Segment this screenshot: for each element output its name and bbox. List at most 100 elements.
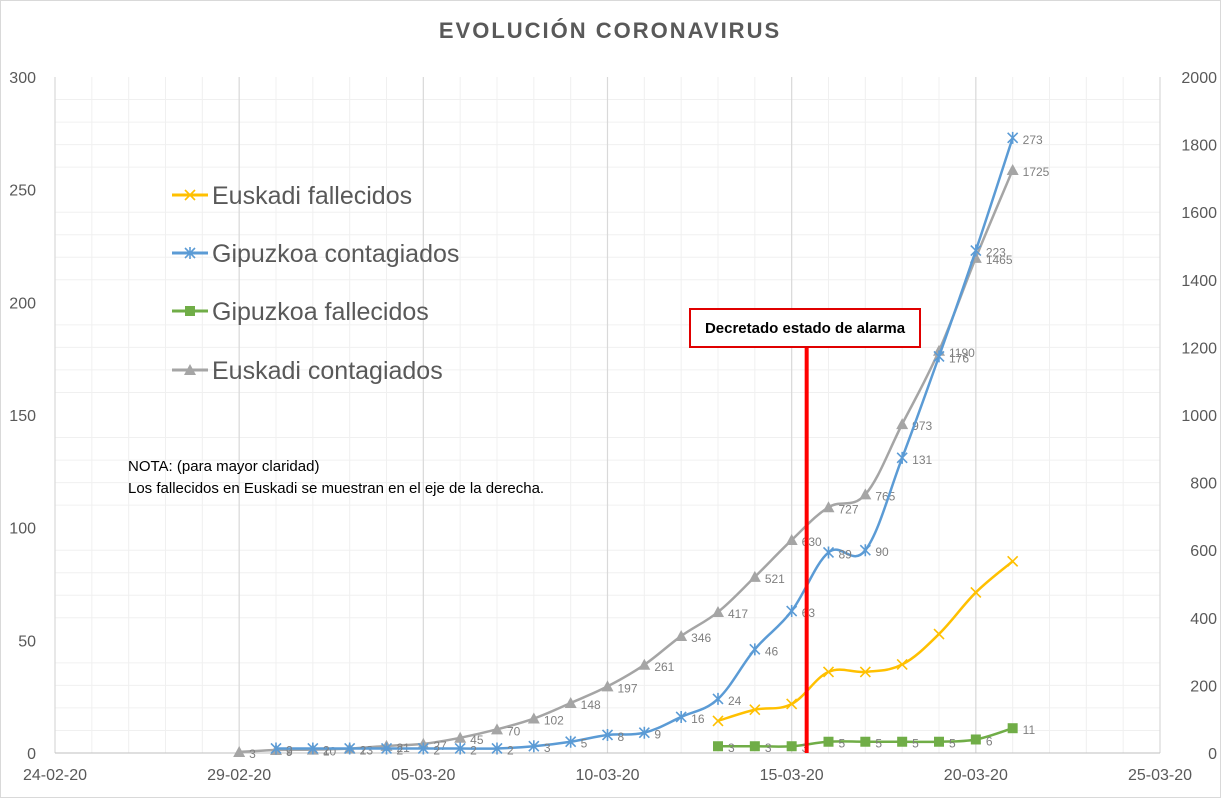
y-right-tick-label: 1200 — [1181, 340, 1217, 357]
data-label-gipuzkoa-contagiados: 46 — [765, 644, 779, 658]
data-point-euskadi-fallecidos — [970, 586, 982, 599]
data-point-gipuzkoa-contagiados — [380, 742, 393, 755]
data-label-gipuzkoa-contagiados: 2 — [433, 743, 440, 757]
x-tick-label: 15-03-20 — [760, 767, 824, 784]
data-label-gipuzkoa-contagiados: 24 — [728, 694, 742, 708]
data-label-gipuzkoa-fallecidos: 11 — [1023, 723, 1036, 737]
data-point-euskadi-contagiados — [527, 712, 540, 724]
data-point-gipuzkoa-fallecidos — [860, 736, 871, 747]
data-label-gipuzkoa-fallecidos: 5 — [949, 737, 956, 751]
legend-marker-gipuzkoa-contagiados — [184, 247, 196, 259]
data-point-euskadi-contagiados — [1006, 163, 1019, 175]
data-point-gipuzkoa-fallecidos — [749, 741, 760, 752]
data-label-gipuzkoa-fallecidos: 5 — [839, 737, 846, 751]
data-point-gipuzkoa-contagiados — [307, 742, 319, 755]
data-label-euskadi-contagiados: 765 — [875, 489, 895, 503]
data-point-euskadi-contagiados — [896, 418, 909, 430]
data-point-gipuzkoa-contagiados — [1007, 131, 1019, 144]
data-point-euskadi-fallecidos — [933, 628, 945, 640]
alarm-label: Decretado estado de alarma — [705, 320, 906, 337]
data-label-euskadi-contagiados: 973 — [912, 419, 932, 433]
legend-marker-gipuzkoa-fallecidos — [185, 306, 195, 316]
data-label-gipuzkoa-contagiados: 2 — [323, 743, 330, 757]
legend-label-euskadi-contagiados: Euskadi contagiados — [212, 357, 443, 385]
data-label-euskadi-contagiados: 1190 — [949, 346, 975, 360]
data-label-gipuzkoa-fallecidos: 3 — [728, 741, 735, 755]
data-label-euskadi-contagiados: 727 — [839, 502, 859, 516]
data-point-euskadi-contagiados — [748, 570, 761, 582]
data-point-gipuzkoa-contagiados — [601, 728, 614, 741]
data-point-gipuzkoa-fallecidos — [934, 736, 944, 747]
data-label-euskadi-contagiados: 261 — [654, 660, 674, 674]
data-point-gipuzkoa-contagiados — [528, 740, 540, 753]
x-tick-label: 10-03-20 — [575, 767, 639, 784]
data-point-euskadi-contagiados — [712, 606, 724, 618]
x-tick-label: 20-03-20 — [944, 767, 1008, 784]
y-right-tick-label: 200 — [1190, 678, 1217, 695]
data-point-gipuzkoa-contagiados — [749, 643, 761, 656]
data-point-euskadi-contagiados — [454, 731, 467, 743]
legend: Euskadi fallecidos Gipuzkoa contagiados Gi… — [172, 182, 459, 385]
y-left-tick-label: 150 — [9, 408, 36, 425]
data-point-gipuzkoa-contagiados — [417, 742, 429, 755]
data-label-euskadi-contagiados: 3 — [249, 747, 256, 761]
y-left-tick-label: 50 — [18, 633, 36, 650]
data-label-gipuzkoa-contagiados: 223 — [986, 246, 1006, 260]
y-left-tick-label: 250 — [9, 183, 36, 200]
data-point-gipuzkoa-fallecidos — [823, 736, 834, 747]
data-point-gipuzkoa-fallecidos — [970, 734, 981, 745]
data-label-euskadi-contagiados: 521 — [765, 572, 785, 586]
y-right-tick-label: 400 — [1190, 611, 1217, 628]
data-point-euskadi-fallecidos — [822, 666, 835, 678]
data-label-gipuzkoa-contagiados: 273 — [1023, 133, 1043, 147]
data-point-euskadi-contagiados — [859, 488, 872, 500]
data-point-gipuzkoa-contagiados — [859, 544, 871, 557]
data-label-euskadi-contagiados: 13 — [360, 744, 374, 758]
data-point-euskadi-fallecidos — [712, 715, 724, 727]
data-label-gipuzkoa-contagiados: 9 — [654, 728, 661, 742]
data-label-gipuzkoa-contagiados: 5 — [581, 737, 588, 751]
note-line-1: NOTA: (para mayor claridad) — [128, 458, 319, 475]
data-point-gipuzkoa-fallecidos — [713, 741, 723, 752]
y-left-tick-label: 0 — [27, 746, 36, 763]
data-point-euskadi-contagiados — [233, 745, 246, 757]
data-point-gipuzkoa-contagiados — [491, 742, 503, 755]
data-label-gipuzkoa-contagiados: 89 — [839, 547, 853, 561]
data-label-euskadi-contagiados: 1725 — [1023, 165, 1050, 179]
x-tick-label: 29-02-20 — [207, 767, 271, 784]
chart-title: EVOLUCIÓN CORONAVIRUS — [439, 18, 781, 43]
data-label-gipuzkoa-contagiados: 3 — [544, 741, 551, 755]
y-right-tick-label: 1000 — [1181, 408, 1217, 425]
data-point-euskadi-contagiados — [491, 723, 503, 735]
y-right-tick-label: 2000 — [1181, 70, 1217, 87]
data-point-euskadi-contagiados — [822, 501, 835, 513]
y-right-tick-label: 1400 — [1181, 273, 1217, 290]
legend-marker-euskadi-contagiados — [184, 364, 196, 375]
data-label-euskadi-contagiados: 102 — [544, 714, 564, 728]
data-label-euskadi-contagiados: 148 — [581, 698, 601, 712]
data-point-euskadi-contagiados — [564, 696, 577, 708]
data-label-gipuzkoa-contagiados: 2 — [470, 743, 477, 757]
data-point-euskadi-contagiados — [638, 658, 651, 670]
series-euskadi-fallecidos — [712, 555, 1019, 727]
note-line-2: Los fallecidos en Euskadi se muestran en… — [128, 480, 544, 497]
y-right-tick-label: 1600 — [1181, 205, 1217, 222]
data-point-gipuzkoa-contagiados — [270, 742, 282, 755]
data-point-gipuzkoa-contagiados — [822, 546, 835, 559]
y-left-tick-label: 200 — [9, 295, 36, 312]
y-left-tick-label: 300 — [9, 70, 36, 87]
alarm-box — [689, 308, 921, 348]
data-point-gipuzkoa-contagiados — [786, 605, 798, 618]
data-label-gipuzkoa-contagiados: 2 — [286, 743, 293, 757]
legend-marker-euskadi-fallecidos — [184, 189, 196, 201]
x-tick-label: 25-03-20 — [1128, 767, 1192, 784]
data-point-gipuzkoa-contagiados — [565, 735, 577, 748]
data-label-euskadi-contagiados: 197 — [618, 681, 638, 695]
data-label-gipuzkoa-contagiados: 2 — [507, 743, 514, 757]
data-label-euskadi-contagiados: 417 — [728, 607, 748, 621]
data-point-gipuzkoa-contagiados — [896, 451, 908, 464]
data-label-gipuzkoa-fallecidos: 3 — [765, 741, 772, 755]
legend-label-gipuzkoa-contagiados: Gipuzkoa contagiados — [212, 240, 459, 268]
data-point-euskadi-contagiados — [601, 680, 614, 692]
